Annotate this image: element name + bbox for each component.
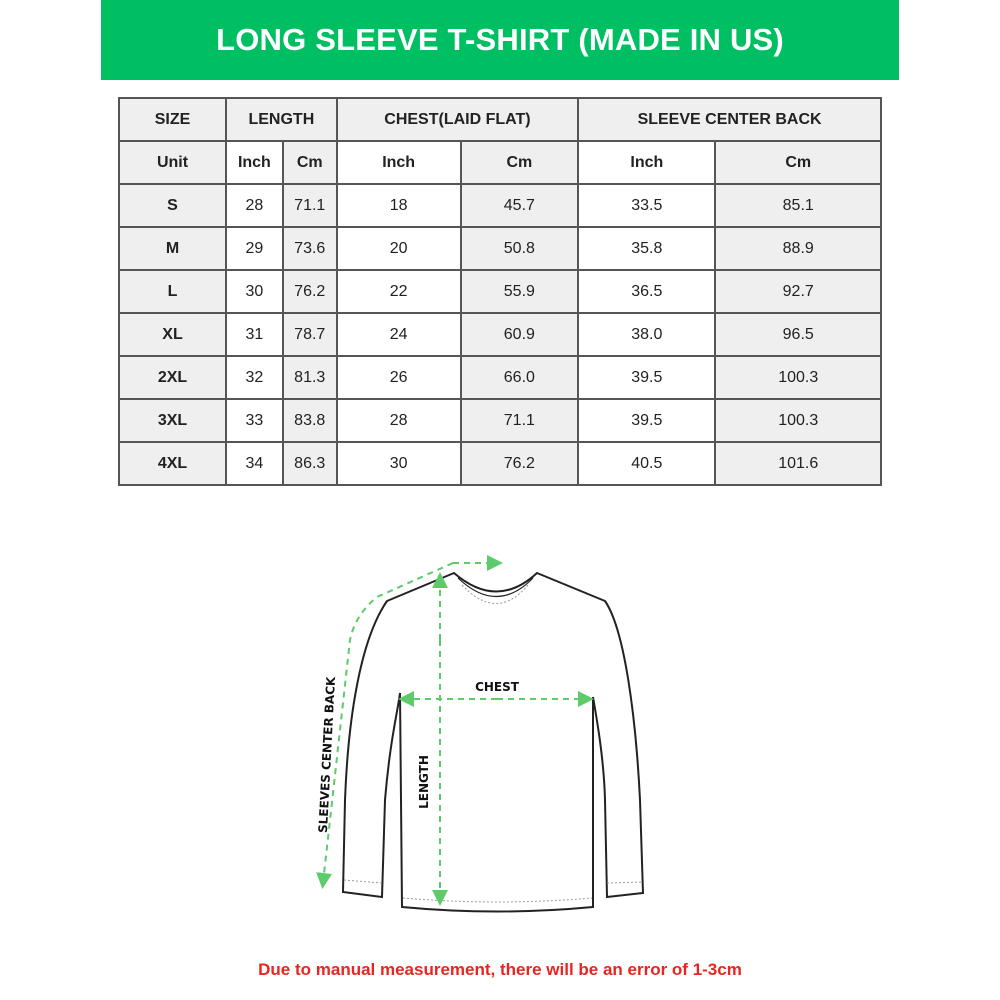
value-cell: 36.5	[577, 269, 717, 314]
value-cell: 33	[225, 398, 284, 443]
size-cell: 2XL	[118, 355, 227, 400]
value-cell: 40.5	[577, 441, 717, 486]
value-cell: 38.0	[577, 312, 717, 357]
shirt-outline	[341, 571, 645, 913]
unit-label: Unit	[118, 140, 227, 185]
value-cell: 30	[335, 441, 462, 486]
sleeve-label: SLEEVES CENTER BACK	[316, 676, 338, 834]
header-size: SIZE	[118, 97, 227, 142]
value-cell: 83.8	[281, 398, 338, 443]
table-header-row: SIZE LENGTH CHEST(LAID FLAT) SLEEVE CENT…	[118, 97, 882, 142]
size-cell: 3XL	[118, 398, 227, 443]
value-cell: 73.6	[281, 226, 338, 271]
table-row: XL 31 78.7 24 60.9 38.0 96.5	[118, 312, 882, 357]
header-sleeve: SLEEVE CENTER BACK	[577, 97, 882, 142]
value-cell: 71.1	[281, 183, 338, 228]
value-cell: 26	[335, 355, 462, 400]
value-cell: 31	[225, 312, 284, 357]
value-cell: 96.5	[714, 312, 882, 357]
value-cell: 76.2	[281, 269, 338, 314]
size-cell: S	[118, 183, 227, 228]
table-row: M 29 73.6 20 50.8 35.8 88.9	[118, 226, 882, 271]
length-label: LENGTH	[417, 755, 431, 809]
unit-cell: Cm	[714, 140, 882, 185]
value-cell: 22	[335, 269, 462, 314]
table-row: 3XL 33 83.8 28 71.1 39.5 100.3	[118, 398, 882, 443]
value-cell: 85.1	[714, 183, 882, 228]
measurement-arrows	[316, 555, 594, 906]
size-cell: M	[118, 226, 227, 271]
value-cell: 100.3	[714, 398, 882, 443]
unit-cell: Inch	[335, 140, 462, 185]
value-cell: 100.3	[714, 355, 882, 400]
value-cell: 81.3	[281, 355, 338, 400]
value-cell: 33.5	[577, 183, 717, 228]
value-cell: 35.8	[577, 226, 717, 271]
header-length: LENGTH	[225, 97, 338, 142]
size-chart-table: SIZE LENGTH CHEST(LAID FLAT) SLEEVE CENT…	[118, 97, 882, 486]
size-cell: L	[118, 269, 227, 314]
table-row: L 30 76.2 22 55.9 36.5 92.7	[118, 269, 882, 314]
value-cell: 39.5	[577, 398, 717, 443]
title-banner: LONG SLEEVE T-SHIRT (MADE IN US)	[101, 0, 899, 80]
value-cell: 50.8	[459, 226, 580, 271]
value-cell: 78.7	[281, 312, 338, 357]
value-cell: 76.2	[459, 441, 580, 486]
value-cell: 71.1	[459, 398, 580, 443]
value-cell: 29	[225, 226, 284, 271]
size-cell: 4XL	[118, 441, 227, 486]
sleeve-arrow-path	[316, 562, 454, 889]
chest-label: CHEST	[475, 680, 520, 694]
table-row: 2XL 32 81.3 26 66.0 39.5 100.3	[118, 355, 882, 400]
table-row: 4XL 34 86.3 30 76.2 40.5 101.6	[118, 441, 882, 486]
value-cell: 88.9	[714, 226, 882, 271]
value-cell: 60.9	[459, 312, 580, 357]
value-cell: 30	[225, 269, 284, 314]
value-cell: 45.7	[459, 183, 580, 228]
value-cell: 55.9	[459, 269, 580, 314]
page-title: LONG SLEEVE T-SHIRT (MADE IN US)	[216, 22, 784, 57]
unit-cell: Inch	[577, 140, 717, 185]
value-cell: 39.5	[577, 355, 717, 400]
table-row: S 28 71.1 18 45.7 33.5 85.1	[118, 183, 882, 228]
unit-cell: Inch	[225, 140, 284, 185]
value-cell: 24	[335, 312, 462, 357]
header-chest: CHEST(LAID FLAT)	[335, 97, 580, 142]
value-cell: 28	[335, 398, 462, 443]
value-cell: 86.3	[281, 441, 338, 486]
unit-row: Unit Inch Cm Inch Cm Inch Cm	[118, 140, 882, 185]
unit-cell: Cm	[281, 140, 338, 185]
value-cell: 32	[225, 355, 284, 400]
value-cell: 92.7	[714, 269, 882, 314]
value-cell: 28	[225, 183, 284, 228]
unit-cell: Cm	[459, 140, 580, 185]
value-cell: 20	[335, 226, 462, 271]
measurement-note: Due to manual measurement, there will be…	[258, 960, 742, 979]
size-cell: XL	[118, 312, 227, 357]
value-cell: 101.6	[714, 441, 882, 486]
value-cell: 18	[335, 183, 462, 228]
value-cell: 66.0	[459, 355, 580, 400]
value-cell: 34	[225, 441, 284, 486]
